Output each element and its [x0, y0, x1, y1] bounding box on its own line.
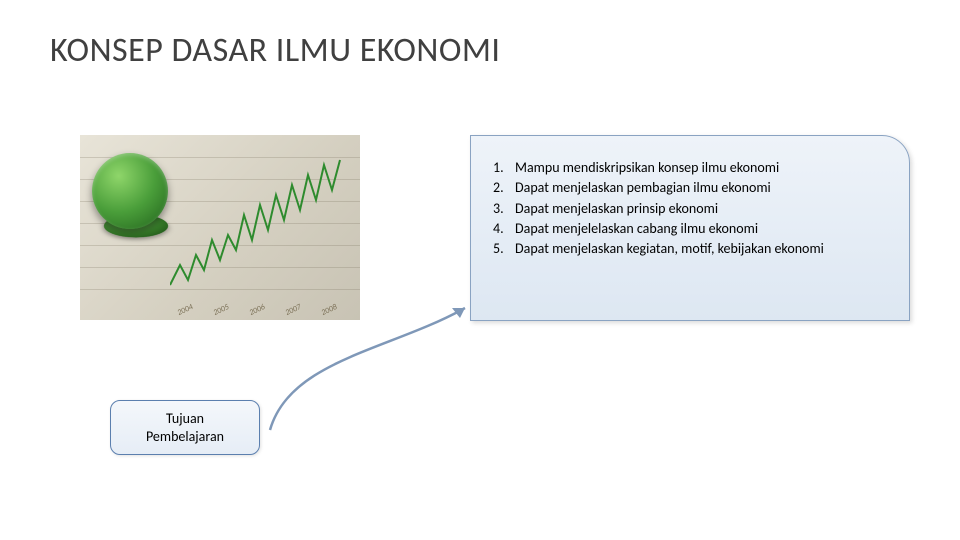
label-line2: Pembelajaran: [146, 428, 224, 445]
objective-item: Dapat menjelelaskan cabang ilmu ekonomi: [493, 219, 891, 239]
connector-arrow: [250, 300, 480, 450]
stock-chart: [170, 145, 350, 305]
green-coin: [92, 153, 168, 229]
objective-item: Mampu mendiskripsikan konsep ilmu ekonom…: [493, 158, 891, 178]
economy-photo: 20042005200620072008: [80, 135, 360, 320]
objective-item: Dapat menjelaskan kegiatan, motif, kebij…: [493, 239, 891, 259]
objectives-list: Mampu mendiskripsikan konsep ilmu ekonom…: [493, 158, 891, 259]
label-line1: Tujuan: [166, 410, 204, 427]
objectives-callout: Mampu mendiskripsikan konsep ilmu ekonom…: [470, 135, 910, 321]
label-tujuan-pembelajaran: Tujuan Pembelajaran: [110, 400, 260, 455]
objective-item: Dapat menjelaskan prinsip ekonomi: [493, 199, 891, 219]
page-title: KONSEP DASAR ILMU EKONOMI: [50, 30, 500, 71]
objective-item: Dapat menjelaskan pembagian ilmu ekonomi: [493, 178, 891, 198]
